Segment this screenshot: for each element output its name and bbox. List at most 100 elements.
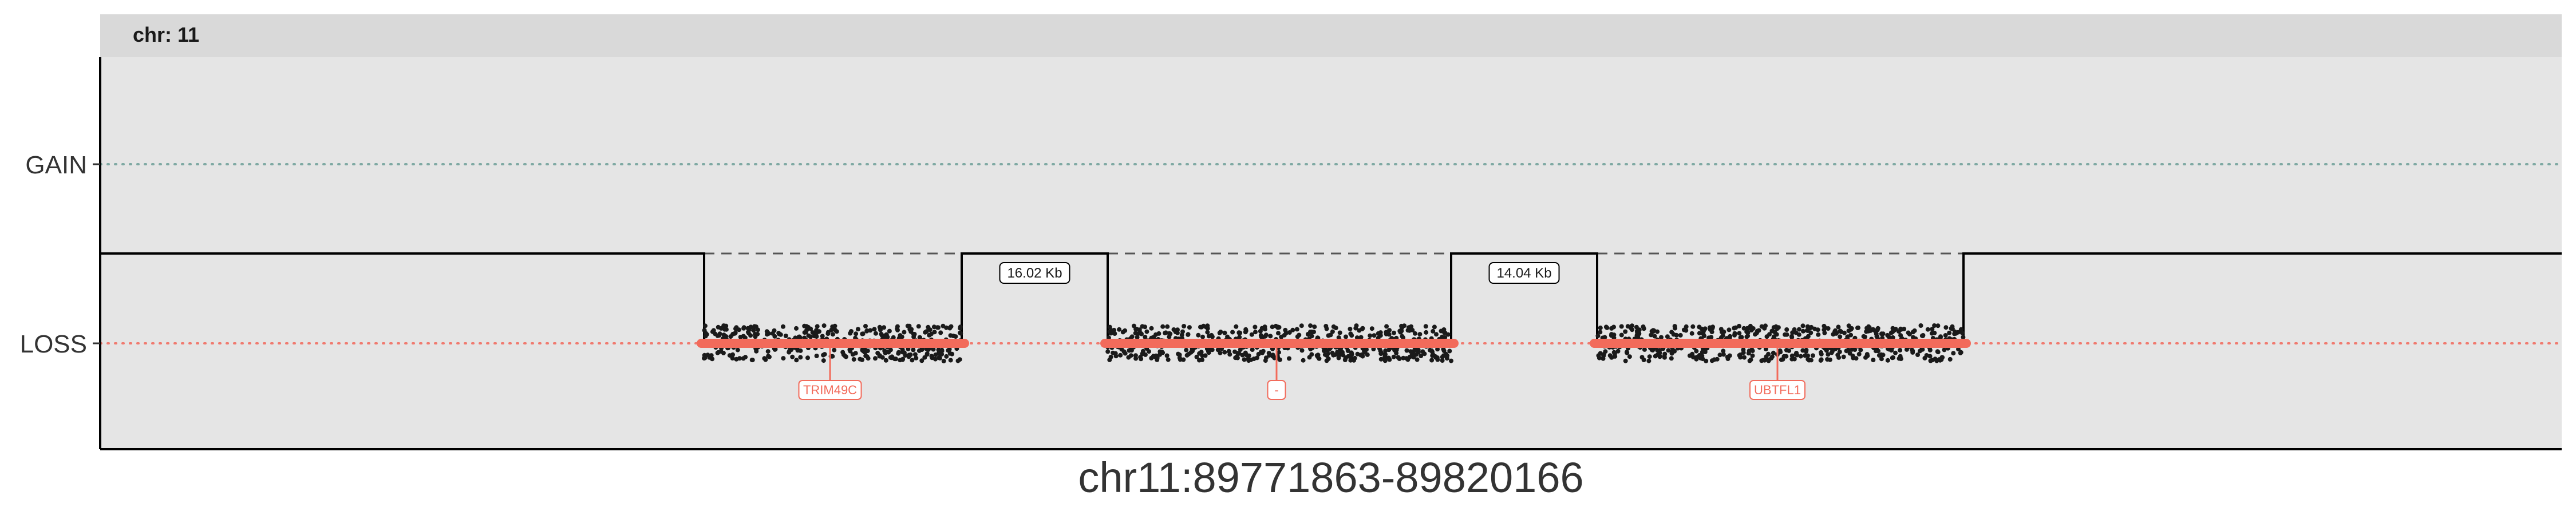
data-point xyxy=(877,324,882,330)
data-point xyxy=(1879,352,1884,357)
data-point xyxy=(1118,352,1123,358)
data-point xyxy=(1404,348,1409,353)
data-point xyxy=(1344,334,1348,339)
data-point xyxy=(1360,326,1365,331)
data-point xyxy=(1808,330,1814,335)
data-point xyxy=(1312,324,1317,330)
data-point xyxy=(1704,358,1709,363)
data-point xyxy=(1401,355,1406,360)
data-point xyxy=(1951,351,1956,356)
data-point xyxy=(1326,356,1331,361)
data-point xyxy=(790,354,795,359)
data-point xyxy=(825,331,831,336)
data-point xyxy=(941,358,946,363)
data-point xyxy=(883,358,888,363)
data-point xyxy=(704,331,709,336)
data-point xyxy=(1415,357,1420,362)
data-point xyxy=(1804,347,1809,352)
data-point xyxy=(1176,351,1181,356)
data-point xyxy=(1709,335,1714,340)
data-point xyxy=(1259,326,1265,331)
data-point xyxy=(1323,324,1329,328)
data-point xyxy=(796,335,801,340)
data-point xyxy=(1107,329,1112,334)
data-point xyxy=(1800,323,1805,328)
data-point xyxy=(1958,350,1963,355)
data-point xyxy=(829,327,834,332)
data-point xyxy=(1424,330,1429,335)
data-point xyxy=(1287,330,1292,335)
gene-label-box-1 xyxy=(798,380,862,400)
data-point xyxy=(1864,352,1870,357)
data-point xyxy=(908,352,913,357)
data-point xyxy=(1868,328,1873,333)
data-point xyxy=(1147,349,1151,354)
data-point xyxy=(1238,347,1243,352)
data-point xyxy=(1836,324,1841,330)
data-point xyxy=(718,326,724,331)
data-point xyxy=(1747,348,1752,354)
data-point xyxy=(919,358,924,363)
data-point xyxy=(1764,354,1769,359)
data-point xyxy=(850,352,855,357)
data-point xyxy=(1942,347,1947,352)
data-point xyxy=(1372,333,1377,338)
data-point xyxy=(1111,330,1116,335)
data-point xyxy=(1396,355,1401,360)
data-point xyxy=(1175,330,1180,335)
data-point xyxy=(1779,357,1784,362)
data-point xyxy=(1222,330,1227,335)
data-point xyxy=(1898,348,1903,352)
data-point xyxy=(705,352,710,358)
data-point xyxy=(914,355,919,360)
data-point xyxy=(955,358,961,363)
data-point xyxy=(1336,355,1341,360)
data-point xyxy=(1642,347,1647,352)
data-point xyxy=(1197,358,1202,363)
data-point xyxy=(1792,327,1797,332)
data-point xyxy=(764,329,769,334)
data-point xyxy=(918,335,922,340)
data-point xyxy=(911,347,916,352)
data-point xyxy=(891,335,896,340)
data-point xyxy=(1879,331,1884,336)
data-point xyxy=(1619,324,1624,329)
data-point xyxy=(1697,331,1702,336)
data-point xyxy=(1384,324,1389,329)
data-point xyxy=(1935,350,1941,355)
data-point xyxy=(1277,350,1281,355)
data-point xyxy=(1759,324,1764,329)
data-point xyxy=(1113,351,1118,356)
data-point xyxy=(746,330,750,335)
data-point xyxy=(1182,324,1187,328)
data-point xyxy=(1771,350,1776,355)
gap-label-box-1 xyxy=(999,262,1070,284)
data-point xyxy=(1792,356,1797,362)
data-point xyxy=(1851,355,1856,360)
data-point xyxy=(1818,358,1823,363)
data-point xyxy=(1935,323,1941,328)
data-point xyxy=(1165,357,1171,362)
data-point xyxy=(851,357,856,362)
data-point xyxy=(1360,354,1365,359)
data-point xyxy=(1850,347,1855,352)
data-point xyxy=(1358,335,1364,340)
data-point xyxy=(1596,353,1601,358)
data-point xyxy=(1741,350,1746,355)
data-point xyxy=(802,323,807,328)
data-point xyxy=(1441,327,1447,332)
data-point xyxy=(1301,358,1306,363)
data-point xyxy=(1646,358,1652,363)
data-point xyxy=(1834,331,1839,336)
data-point xyxy=(753,332,758,336)
data-point xyxy=(1419,354,1424,358)
data-point xyxy=(741,325,746,330)
data-point xyxy=(1163,331,1168,335)
data-point xyxy=(805,355,810,360)
data-point xyxy=(1108,354,1113,359)
data-point xyxy=(1732,332,1737,338)
data-point xyxy=(1861,334,1866,339)
data-point xyxy=(1266,351,1271,356)
data-point xyxy=(735,347,740,352)
data-point xyxy=(1947,356,1953,362)
